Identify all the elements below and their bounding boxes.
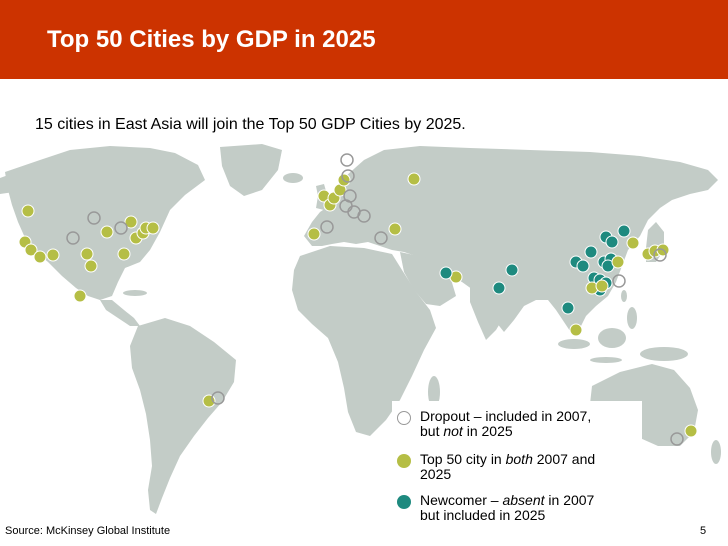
city-marker: [21, 204, 35, 218]
city-marker: [124, 215, 138, 229]
city-marker: [114, 221, 128, 235]
filled-circle-icon: [397, 495, 411, 509]
city-marker: [561, 301, 575, 315]
city-marker: [73, 289, 87, 303]
taiwan: [621, 290, 627, 302]
city-marker: [617, 224, 631, 238]
city-marker: [653, 248, 667, 262]
madagascar: [428, 376, 440, 408]
city-marker: [626, 236, 640, 250]
title-bar: Top 50 Cities by GDP in 2025: [0, 0, 728, 79]
city-marker: [595, 279, 609, 293]
eurasia: [304, 146, 718, 334]
city-marker: [307, 227, 321, 241]
legend-label-newcomer: Newcomer – absent in 2007 but included i…: [420, 492, 595, 523]
city-marker: [100, 225, 114, 239]
alaska: [0, 170, 30, 194]
city-marker: [80, 247, 94, 261]
city-marker: [388, 222, 402, 236]
city-marker: [211, 391, 225, 405]
source-note: Source: McKinsey Global Institute: [5, 525, 171, 537]
land-masses: [0, 144, 721, 514]
new-guinea: [640, 347, 688, 361]
city-marker: [357, 209, 371, 223]
city-markers: [18, 153, 698, 446]
city-marker: [87, 211, 101, 225]
java: [590, 357, 622, 363]
city-marker: [33, 250, 47, 264]
city-marker: [320, 220, 334, 234]
slide-title: Top 50 Cities by GDP in 2025: [47, 26, 376, 53]
cuba: [123, 290, 147, 296]
greenland: [220, 144, 282, 196]
city-marker: [407, 172, 421, 186]
city-marker: [684, 424, 698, 438]
slide-subtitle: 15 cities in East Asia will join the Top…: [35, 116, 466, 133]
india: [470, 280, 514, 340]
city-marker: [46, 248, 60, 262]
world-map: [0, 144, 721, 514]
city-marker: [492, 281, 506, 295]
city-marker: [670, 432, 684, 446]
legend-label-dropout: Dropout – included in 2007, but not in 2…: [420, 408, 592, 439]
legend-label-top50: Top 50 city in both 2007 and 2025: [420, 451, 596, 482]
city-marker: [341, 169, 355, 183]
page-number: 5: [700, 525, 707, 537]
city-marker: [505, 263, 519, 277]
city-marker: [612, 274, 626, 288]
city-marker: [584, 245, 598, 259]
city-marker: [84, 259, 98, 273]
city-marker: [605, 235, 619, 249]
africa: [292, 246, 436, 436]
city-marker: [569, 323, 583, 337]
map-legend: Dropout – included in 2007, but not in 2…: [392, 401, 642, 529]
sumatra: [558, 339, 590, 349]
south-america: [130, 318, 236, 514]
city-marker: [374, 231, 388, 245]
city-marker: [146, 221, 160, 235]
north-america: [5, 146, 205, 300]
hollow-circle-icon: [397, 411, 411, 425]
city-marker: [611, 255, 625, 269]
iceland: [283, 173, 303, 183]
city-marker: [117, 247, 131, 261]
city-marker: [66, 231, 80, 245]
central-america: [100, 300, 140, 326]
city-marker: [439, 266, 453, 280]
filled-circle-icon: [397, 454, 411, 468]
city-marker: [576, 259, 590, 273]
borneo: [598, 328, 626, 348]
city-marker: [24, 243, 38, 257]
city-marker: [340, 153, 354, 167]
new-zealand: [711, 440, 721, 464]
arabia: [400, 252, 456, 306]
philippines: [627, 307, 637, 329]
